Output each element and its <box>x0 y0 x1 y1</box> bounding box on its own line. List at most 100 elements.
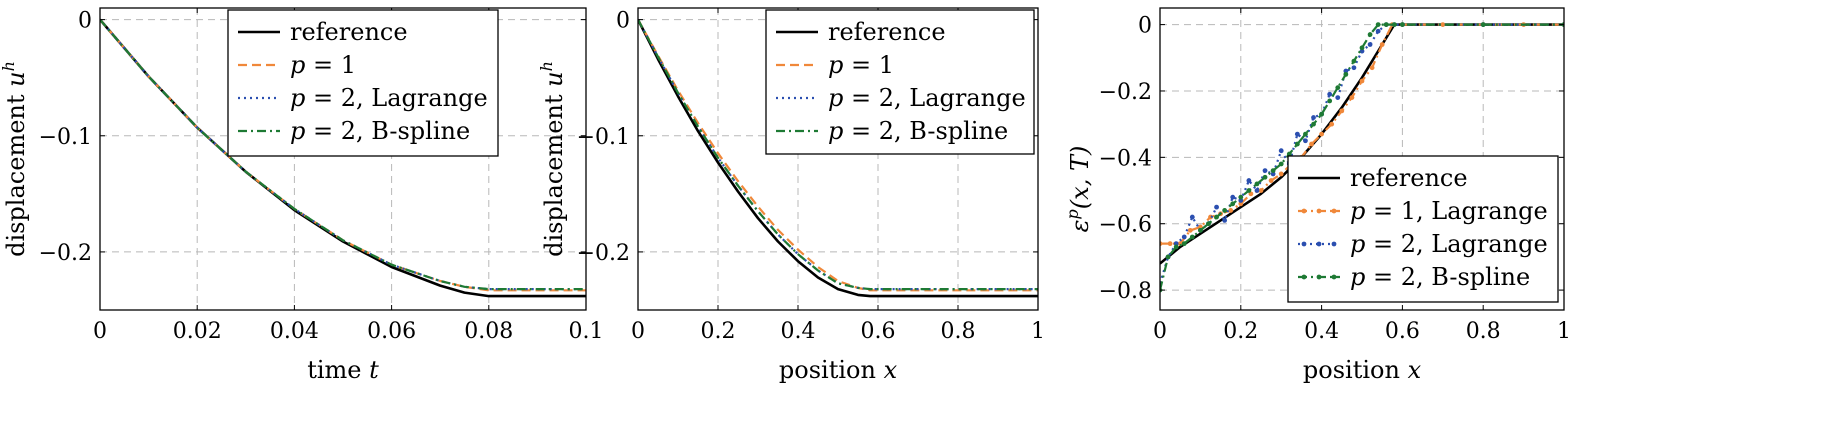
legend-label-part: = 2, Lagrange <box>305 84 487 112</box>
x-tick-label: 0.6 <box>861 319 896 344</box>
x-tick-label: 0.8 <box>941 319 976 344</box>
series-point-p1 <box>1309 141 1314 147</box>
y-axis-label-text: displacement <box>2 87 30 257</box>
x-tick-label: 0.2 <box>701 319 736 344</box>
series-point-p2_lagrange <box>1327 91 1333 97</box>
y-axis-label-var: u <box>540 71 568 86</box>
series-point-p2_lagrange <box>1375 28 1381 34</box>
series-point-p2_lagrange <box>1230 194 1236 200</box>
series-point-p2_bspline <box>1359 45 1365 51</box>
legend-marker-p1 <box>1301 208 1307 214</box>
series-point-p2_lagrange <box>1343 68 1349 74</box>
legend-marker-p1 <box>1331 208 1337 214</box>
plot-frame <box>1159 7 1565 311</box>
series-point-p2_lagrange <box>1311 115 1316 120</box>
y-axis-label-sup: h <box>537 61 556 71</box>
legend-marker-p2_bspline <box>1331 274 1337 280</box>
x-tick-label: 0 <box>1153 319 1167 344</box>
legend-label-p2_bspline: p = 2, B-spline <box>290 117 470 145</box>
x-axis-label-text: time <box>307 356 369 384</box>
y-tick-label: −0.8 <box>1099 279 1152 304</box>
series-point-p2_lagrange <box>1270 171 1276 177</box>
series-point-p1 <box>1440 22 1446 27</box>
series-group <box>100 18 586 298</box>
y-tick-label: 0 <box>616 9 630 34</box>
series-point-p2_lagrange <box>1222 217 1228 223</box>
legend-label-p2_bspline: p = 2, B-spline <box>828 117 1008 145</box>
y-tick-label: 0 <box>78 9 92 34</box>
series-line-p2_bspline <box>100 18 586 291</box>
legend-label-part: p <box>290 117 305 145</box>
series-point-p2_bspline <box>1262 174 1268 180</box>
legend-label-part: p <box>828 117 843 145</box>
series-point-p1 <box>1268 178 1274 183</box>
series-point-p2_bspline <box>1351 58 1357 64</box>
y-axis-label: displacement uh <box>537 61 568 257</box>
legend-label-part: = 1, Lagrange <box>1365 197 1547 225</box>
series-point-p2_lagrange <box>1367 42 1373 47</box>
series-point-p2_bspline <box>1400 22 1405 27</box>
y-tick-label: 0 <box>1138 14 1152 39</box>
series-point-p1 <box>1238 201 1244 207</box>
x-tick-label: 1 <box>1557 319 1571 344</box>
series-point-p2_lagrange <box>1246 178 1252 183</box>
chart-panel-2: 0 0.2 0.4 0.6 0.8 1 0 −0.1 −0.2 position x displac… <box>537 7 1045 384</box>
series-point-p2_bspline <box>1189 234 1195 240</box>
series-point-p1 <box>1187 227 1193 233</box>
legend-label-part: = 1 <box>305 51 356 79</box>
series-point-p2_bspline <box>1270 168 1276 174</box>
series-group <box>638 19 1038 298</box>
x-axis-label-var: t <box>369 356 379 384</box>
legend-box <box>227 9 499 157</box>
series-point-p1 <box>1359 78 1365 84</box>
series-point-p2_bspline <box>1222 208 1228 213</box>
x-axis-label: position x <box>779 356 898 384</box>
x-tick-label: 0.08 <box>464 319 513 344</box>
series-line-p1 <box>638 19 1038 292</box>
x-tick-label: 0.02 <box>173 319 222 344</box>
series-point-p2_bspline <box>1383 22 1389 27</box>
x-tick-label: 0 <box>631 319 645 344</box>
legend-label-part: reference <box>1350 164 1468 192</box>
series-point-p1 <box>1167 241 1173 247</box>
series-point-p2_lagrange <box>1262 168 1268 174</box>
legend-marker-p2_bspline <box>1316 274 1322 280</box>
legend-label-part: p <box>1350 197 1365 225</box>
x-tick-label: 0.06 <box>367 319 416 344</box>
legend-label-reference: reference <box>1350 164 1468 192</box>
x-tick-label: 0.4 <box>781 319 816 344</box>
legend-label-part: reference <box>828 18 946 46</box>
x-axis-label-var: x <box>884 356 898 384</box>
x-tick-label: 0.4 <box>1304 319 1339 344</box>
legend: reference p = 1 p = 2, Lagrange p = 2, B-sp… <box>765 9 1035 155</box>
legend-label-reference: reference <box>290 18 408 46</box>
series-point-p2_bspline <box>1367 32 1373 37</box>
legend-label-part: = 1 <box>843 51 894 79</box>
series-point-p2_bspline <box>1214 214 1219 220</box>
legend-label-part: p <box>1350 230 1365 258</box>
series-point-p2_bspline <box>1173 244 1179 250</box>
legend-label-p2_lagrange: p = 2, Lagrange <box>828 84 1026 112</box>
legend-label-reference: reference <box>828 18 946 46</box>
x-axis-label-text: position <box>779 356 884 384</box>
x-tick-label: 0.8 <box>1466 319 1501 344</box>
x-tick-label: 0 <box>93 319 107 344</box>
legend-box <box>765 9 1035 155</box>
y-axis-label-var: ε <box>1066 219 1094 232</box>
legend-label-part: p <box>1350 263 1365 291</box>
y-tick-label: −0.2 <box>577 241 630 266</box>
series-line-p2_bspline <box>638 19 1038 291</box>
legend-marker-p1 <box>1316 208 1322 214</box>
series-point-p2_bspline <box>1278 161 1284 167</box>
series-point-p2_bspline <box>1206 221 1211 227</box>
y-axis-label-var: u <box>2 71 30 86</box>
legend-label-part: = 2, Lagrange <box>843 84 1025 112</box>
y-axis-label-sup: h <box>0 61 18 71</box>
series-point-p1 <box>1258 188 1264 193</box>
y-axis-label: εp(x, T) <box>1063 146 1094 233</box>
x-axis-label-text: position <box>1303 356 1408 384</box>
x-tick-label: 0.04 <box>270 319 319 344</box>
series-point-p1 <box>1339 108 1345 114</box>
